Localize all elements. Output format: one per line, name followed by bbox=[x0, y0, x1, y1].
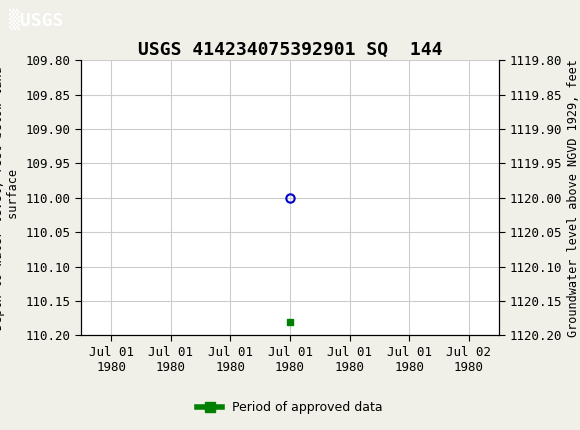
Text: USGS 414234075392901 SQ  144: USGS 414234075392901 SQ 144 bbox=[138, 40, 442, 58]
Legend: Period of approved data: Period of approved data bbox=[192, 396, 388, 419]
Y-axis label: Groundwater level above NGVD 1929, feet: Groundwater level above NGVD 1929, feet bbox=[567, 59, 580, 337]
Text: ▒USGS: ▒USGS bbox=[9, 9, 63, 30]
Y-axis label: Depth to water level, feet below land
 surface: Depth to water level, feet below land su… bbox=[0, 66, 20, 330]
